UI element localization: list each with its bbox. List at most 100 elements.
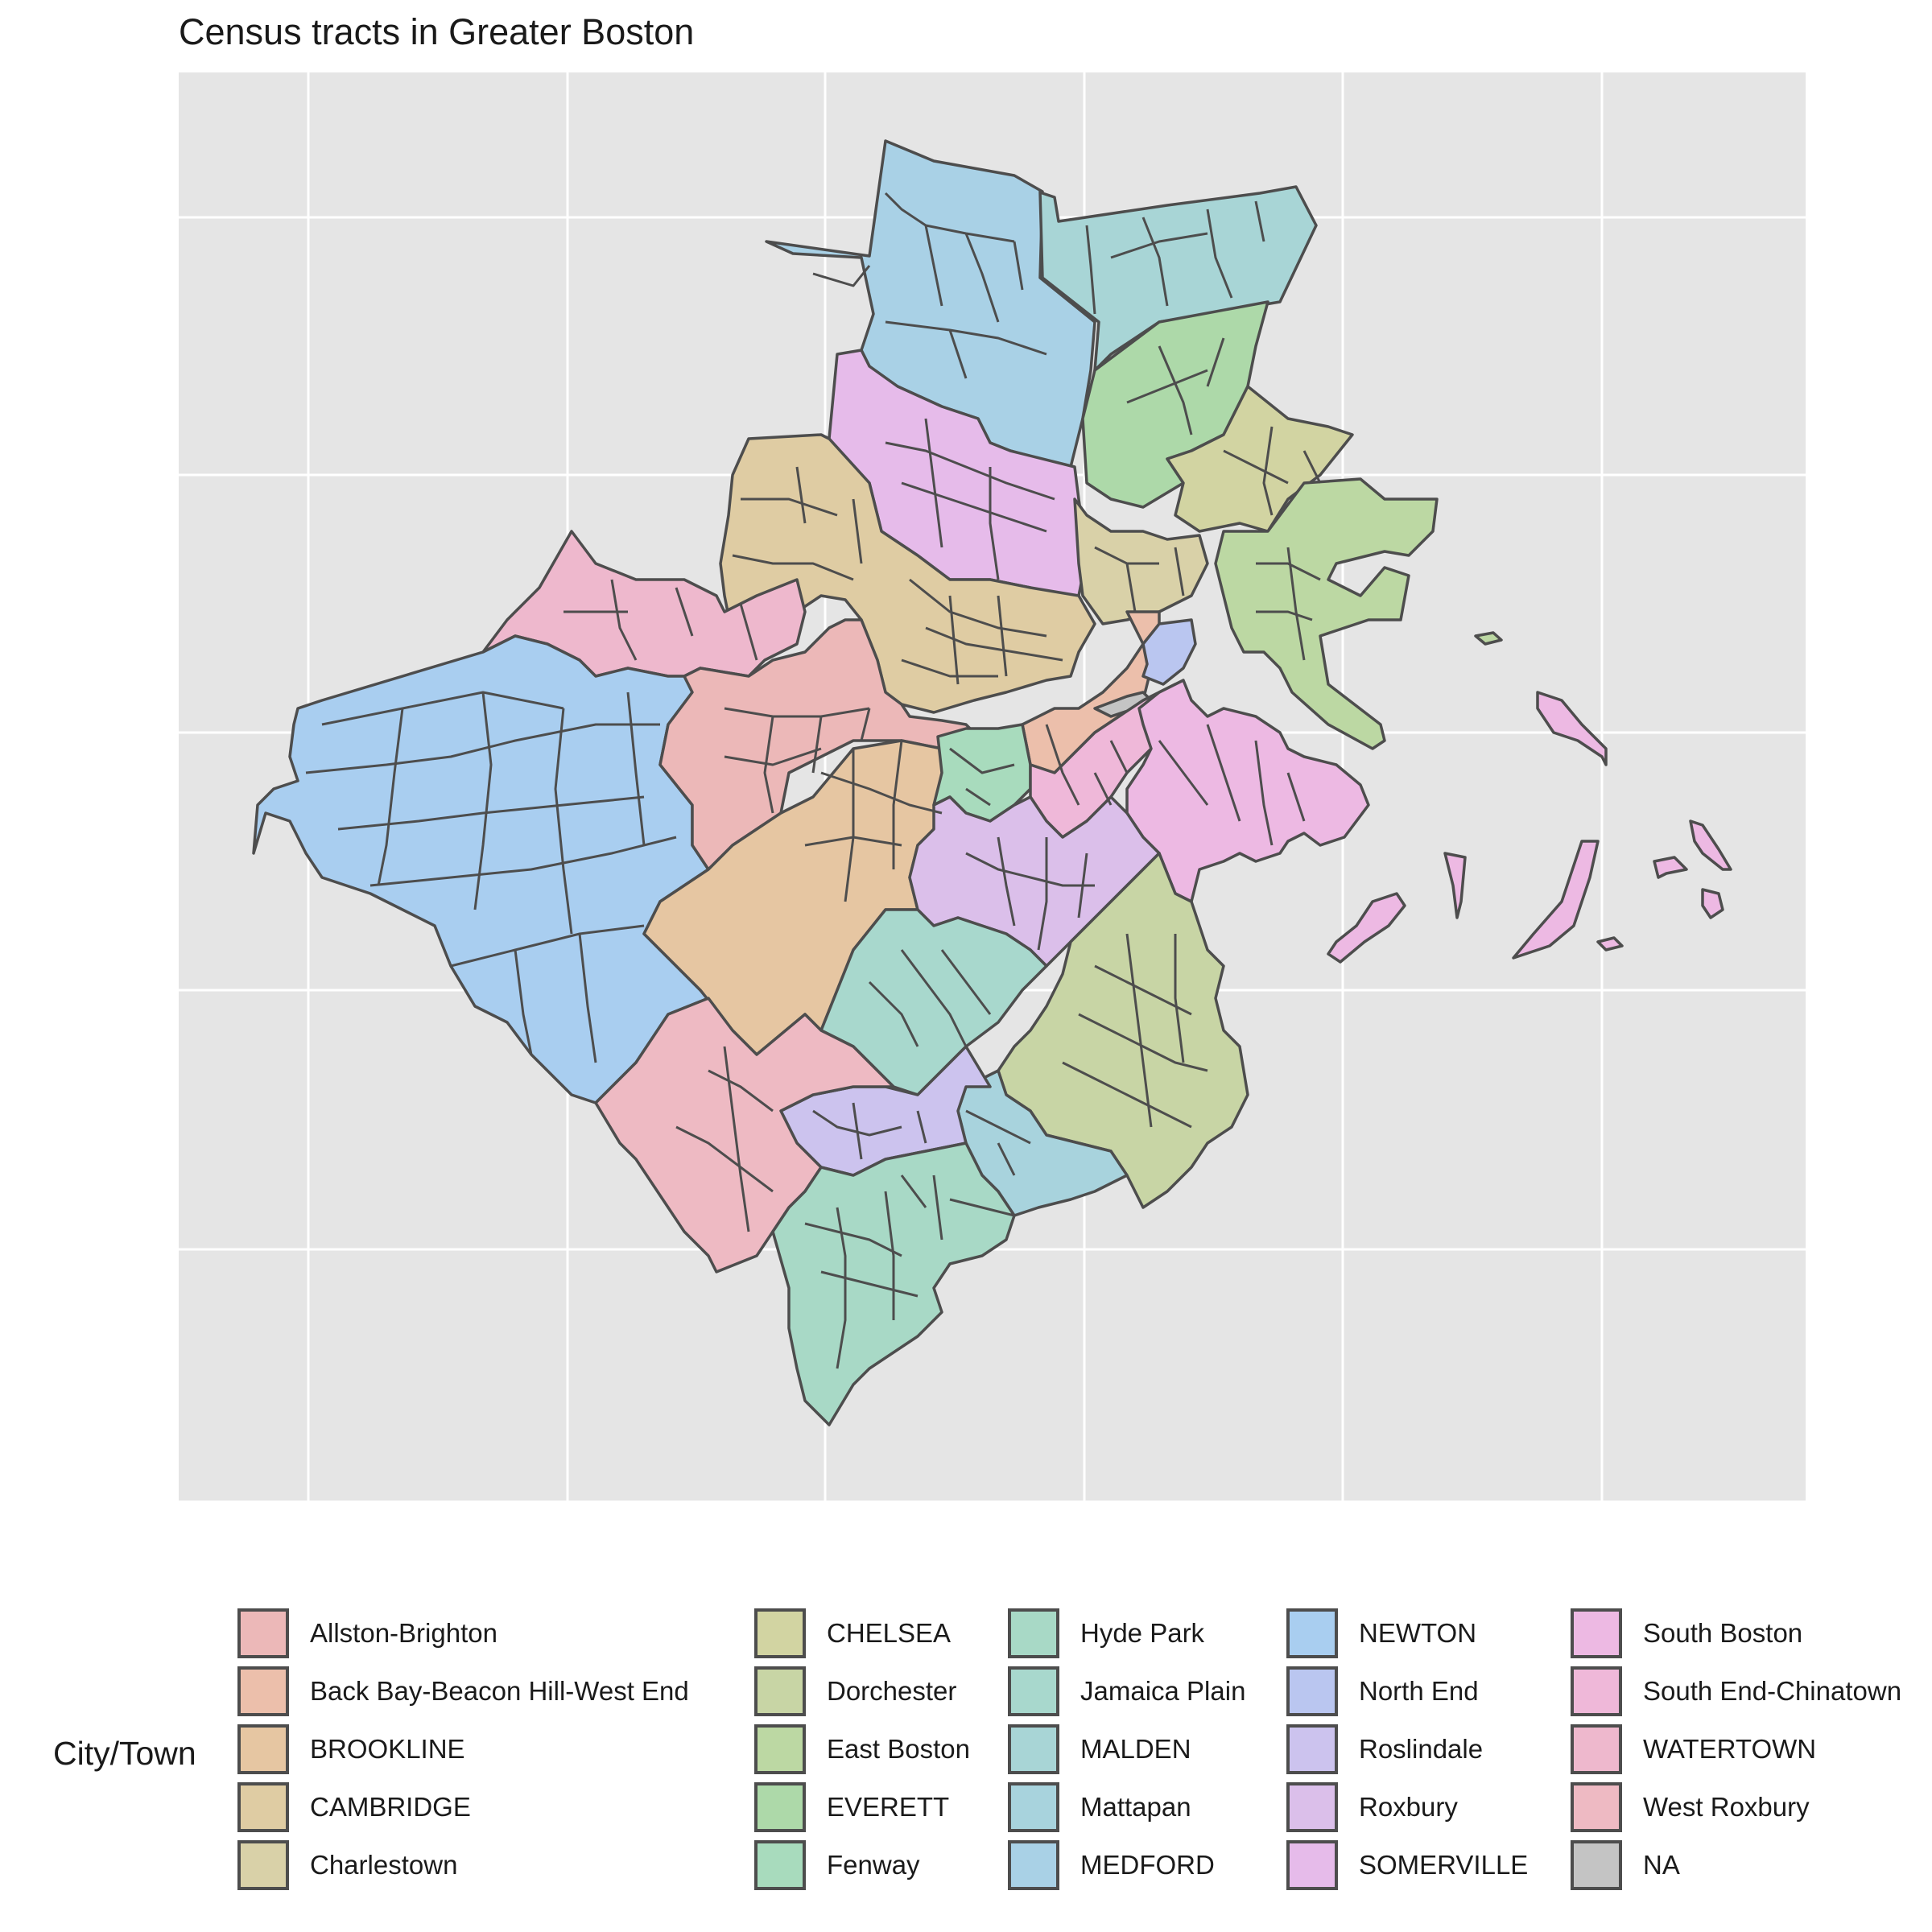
tract-boundary [1037,837,1048,951]
tract-boundary [1256,610,1313,621]
tract-boundary [724,707,870,718]
tract-boundary [1062,1061,1192,1129]
legend-item: WATERTOWN [1571,1724,1816,1775]
legend-label: Hyde Park [1080,1618,1205,1648]
legend-item: NA [1571,1839,1680,1891]
legend-key-swatch [1008,1782,1059,1832]
legend-item: CHELSEA [754,1608,951,1659]
tract-boundary [554,708,573,935]
tract-boundary [1174,934,1185,1063]
tract-boundary [739,603,758,661]
tract-boundary [1110,232,1208,259]
tract-boundary [1256,562,1321,581]
tract-boundary [578,933,597,1063]
tract-boundary [844,749,855,902]
tract-boundary [812,1109,902,1137]
legend-key-swatch [1286,1608,1338,1658]
tract-boundary [949,1198,1015,1217]
legend-key-swatch [237,1840,289,1890]
legend-key-swatch [237,1608,289,1658]
legend-label: CAMBRIDGE [310,1792,471,1822]
tract-boundary [925,626,1063,662]
tract-boundary [885,320,1047,356]
tract-boundary [860,708,871,741]
tract-boundary [965,1109,1031,1145]
legend-label: Fenway [827,1850,920,1880]
tract-boundary [763,716,774,814]
legend-key-swatch [754,1724,806,1774]
legend-label: CHELSEA [827,1618,952,1648]
legend-key-swatch [1008,1608,1059,1658]
tract-boundary [732,554,854,581]
legend-item: EVERETT [754,1781,949,1833]
legend-key-swatch [754,1840,806,1890]
tract-boundary [723,1046,750,1232]
legend-key-swatch [1571,1666,1622,1716]
legend-key-swatch [1008,1724,1059,1774]
legend-item: Jamaica Plain [1008,1666,1245,1717]
legend-label: South Boston [1643,1618,1803,1648]
legend-key-swatch [237,1782,289,1832]
tract-boundary [369,836,677,887]
legend-item: South End-Chinatown [1571,1666,1901,1717]
legend-item: NEWTON [1286,1608,1476,1659]
legend-item: West Roxbury [1571,1781,1810,1833]
tract-boundary [884,1191,895,1320]
legend-item: Mattapan [1008,1781,1191,1833]
legend-label: EVERETT [827,1792,950,1822]
legend-key-swatch [237,1724,289,1774]
legend-label: Mattapan [1080,1792,1191,1822]
tract-boundaries [305,192,1322,1369]
legend-label: MEDFORD [1080,1850,1215,1880]
tract-boundary [708,1069,774,1113]
tract-boundary [892,740,903,869]
tract-boundary [724,747,822,766]
tract-boundary [1206,208,1233,299]
legend-label: East Boston [827,1734,970,1764]
legend-item: Roslindale [1286,1724,1483,1775]
legend-key-swatch [1571,1782,1622,1832]
tract-boundary [675,1125,774,1193]
legend-item: MALDEN [1008,1724,1191,1775]
tract-boundary [1158,345,1193,436]
region-layer [252,139,1732,1426]
tract-boundary [949,747,1015,774]
legend-label: NEWTON [1359,1618,1477,1648]
tract-boundary [811,716,823,774]
tract-boundary [804,1222,902,1257]
tract-boundary [1126,369,1208,404]
tract-boundary [852,498,863,564]
chart-title: Census tracts in Greater Boston [179,11,695,52]
tract-boundary [1078,1013,1208,1072]
region-north-end [1141,618,1197,686]
tract-boundary [1174,547,1185,597]
legend-key-swatch [754,1608,806,1658]
legend-item: MEDFORD [1008,1839,1215,1891]
tract-boundary [901,481,1047,533]
legend-item: CAMBRIDGE [237,1781,471,1833]
tract-boundary [924,418,943,548]
tract-boundary [1125,563,1137,613]
legend-key-swatch [1286,1840,1338,1890]
legend-key-swatch [1286,1666,1338,1716]
tract-boundary [948,329,968,379]
legend-key-swatch [1571,1608,1622,1658]
tract-boundary [900,949,968,1047]
legend-label: Dorchester [827,1676,957,1706]
tract-boundary [1286,772,1306,822]
tract-boundary [610,579,638,661]
legend-key-swatch [1571,1724,1622,1774]
legend-label: Roxbury [1359,1792,1458,1822]
legend-key-swatch [754,1666,806,1716]
region-charlestown [1073,497,1209,625]
tract-boundary [626,691,646,846]
legend-item: SOMERVILLE [1286,1839,1528,1891]
legend-label: Charlestown [310,1850,458,1880]
region-chelsea [1166,385,1354,533]
tract-boundary [1141,217,1169,307]
tract-boundary [1077,852,1088,919]
tract-boundary [997,595,1008,677]
legend-label: WATERTOWN [1643,1734,1817,1764]
tract-boundary [901,658,998,678]
legend-item: Hyde Park [1008,1608,1204,1659]
